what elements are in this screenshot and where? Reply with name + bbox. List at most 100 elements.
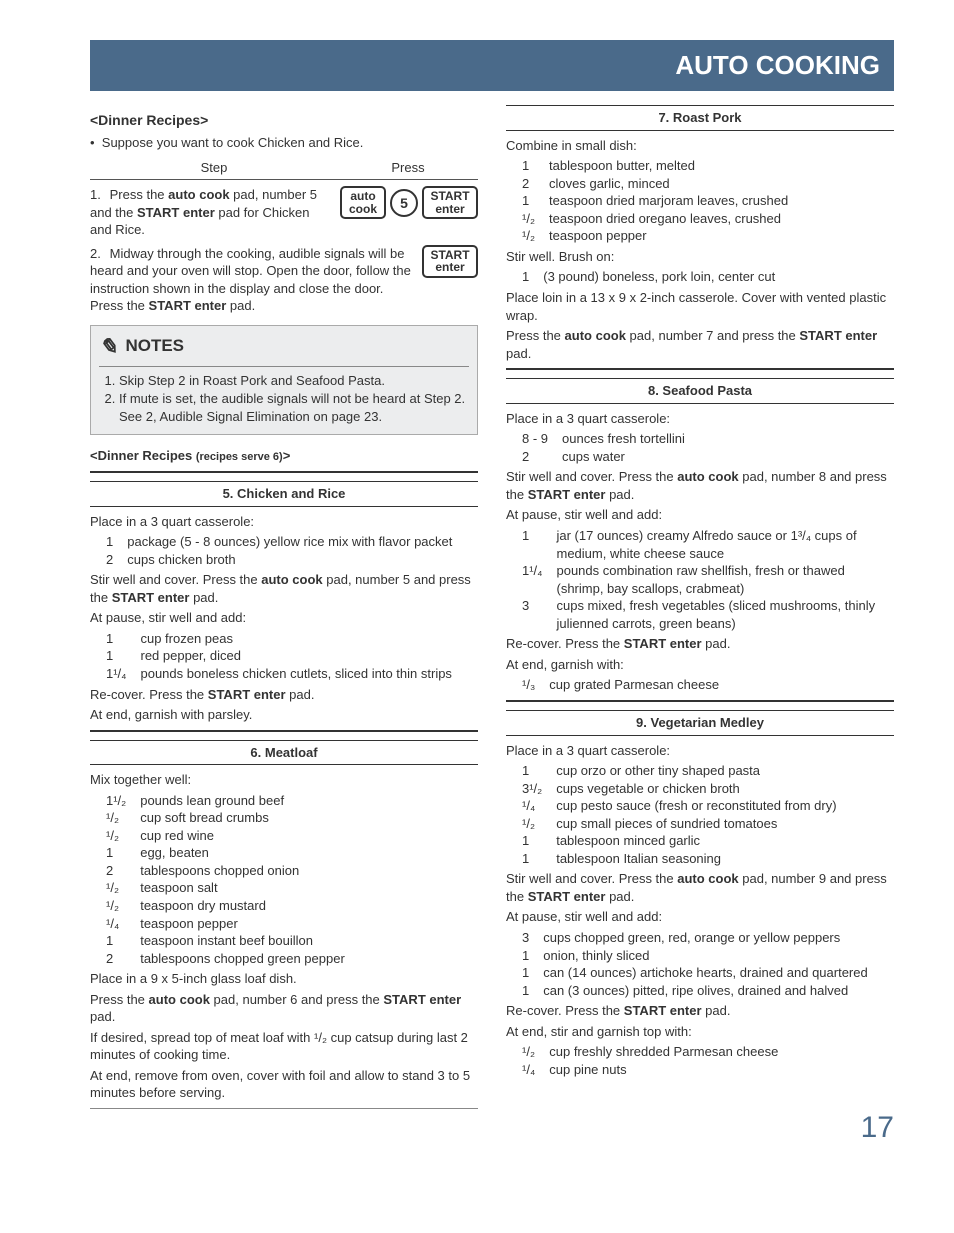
recipe-7-title: 7. Roast Pork <box>506 105 894 131</box>
ingredient-qty: ¹/₂ <box>106 809 140 827</box>
r9-ingredients-3: ¹/₂cup freshly shredded Parmesan cheese¹… <box>522 1043 778 1078</box>
r8-p5: At end, garnish with: <box>506 656 894 674</box>
ingredient-row: ¹/₂cup small pieces of sundried tomatoes <box>522 815 837 833</box>
ingredient-desc: cup orzo or other tiny shaped pasta <box>556 762 836 780</box>
ingredient-row: 1jar (17 ounces) creamy Alfredo sauce or… <box>522 527 894 562</box>
ingredient-row: ¹/₂teaspoon pepper <box>522 227 788 245</box>
ingredient-desc: egg, beaten <box>140 844 345 862</box>
ingredient-qty: 1 <box>522 268 543 286</box>
recipe-5-title: 5. Chicken and Rice <box>90 481 478 507</box>
ingredient-desc: pounds lean ground beef <box>140 792 345 810</box>
r6-p4: If desired, spread top of meat loaf with… <box>90 1029 478 1064</box>
ingredient-qty: 3 <box>522 929 543 947</box>
r5-ingredients: 1package (5 - 8 ounces) yellow rice mix … <box>106 533 452 568</box>
r9-ingredients-2: 3cups chopped green, red, orange or yell… <box>522 929 868 999</box>
r9-p3: At pause, stir well and add: <box>506 908 894 926</box>
r7-p1: Combine in small dish: <box>506 137 894 155</box>
r9-p2: Stir well and cover. Press the auto cook… <box>506 870 894 905</box>
ingredient-qty: 3 <box>522 597 556 632</box>
ingredient-row: 1cup orzo or other tiny shaped pasta <box>522 762 837 780</box>
step2-buttons: STARTenter <box>422 245 478 278</box>
ingredient-desc: cup small pieces of sundried tomatoes <box>556 815 836 833</box>
ingredient-row: 1cup frozen peas <box>106 630 452 648</box>
ingredient-qty: 1 <box>106 533 127 551</box>
r7-ingredients-2: 1(3 pound) boneless, pork loin, center c… <box>522 268 775 286</box>
recipe-8-title: 8. Seafood Pasta <box>506 378 894 404</box>
ingredient-qty: 1 <box>106 844 140 862</box>
ingredient-row: ¹/₄cup pine nuts <box>522 1061 778 1079</box>
ingredient-row: 1can (14 ounces) artichoke hearts, drain… <box>522 964 868 982</box>
ingredient-qty: 1 <box>522 982 543 1000</box>
ingredient-desc: tablespoons chopped green pepper <box>140 950 345 968</box>
divider <box>90 730 478 732</box>
col-press: Press <box>338 159 478 177</box>
r6-ingredients: 1¹/₂pounds lean ground beef¹/₂cup soft b… <box>106 792 345 967</box>
dinner-recipes-heading: <Dinner Recipes> <box>90 111 478 130</box>
ingredient-row: 3cups chopped green, red, orange or yell… <box>522 929 868 947</box>
ingredient-desc: ounces fresh tortellini <box>562 430 685 448</box>
ingredient-qty: 1¹/₂ <box>106 792 140 810</box>
ingredient-row: 2cloves garlic, minced <box>522 175 788 193</box>
ingredient-desc: cups chopped green, red, orange or yello… <box>543 929 867 947</box>
r9-p4: Re-cover. Press the START enter pad. <box>506 1002 894 1020</box>
ingredient-desc: cup pine nuts <box>549 1061 778 1079</box>
divider <box>90 1108 478 1109</box>
r8-p2: Stir well and cover. Press the auto cook… <box>506 468 894 503</box>
divider <box>506 368 894 370</box>
ingredient-row: 1¹/₂pounds lean ground beef <box>106 792 345 810</box>
step2-bold-a: START enter <box>149 298 227 313</box>
ingredient-desc: cups mixed, fresh vegetables (sliced mus… <box>556 597 894 632</box>
ingredient-desc: package (5 - 8 ounces) yellow rice mix w… <box>127 533 452 551</box>
left-column: <Dinner Recipes> • Suppose you want to c… <box>90 105 478 1149</box>
ingredient-qty: ¹/₄ <box>522 1061 549 1079</box>
r8-ingredients-3: ¹/₃cup grated Parmesan cheese <box>522 676 719 694</box>
ingredient-qty: 1¹/₄ <box>106 665 140 683</box>
ingredient-qty: ¹/₂ <box>106 897 140 915</box>
divider <box>506 700 894 702</box>
notes-title-row: ✎ NOTES <box>99 332 469 367</box>
ingredient-row: ¹/₂cup red wine <box>106 827 345 845</box>
r5-p5: At end, garnish with parsley. <box>90 706 478 724</box>
ingredient-row: ¹/₂teaspoon salt <box>106 879 345 897</box>
ingredient-desc: teaspoon pepper <box>549 227 788 245</box>
ingredient-desc: cup frozen peas <box>140 630 451 648</box>
recipe-6-title: 6. Meatloaf <box>90 740 478 766</box>
ingredient-qty: ¹/₃ <box>522 676 549 694</box>
ingredient-desc: can (14 ounces) artichoke hearts, draine… <box>543 964 867 982</box>
ingredient-row: ¹/₂teaspoon dried oregano leaves, crushe… <box>522 210 788 228</box>
ingredient-qty: ¹/₂ <box>522 227 549 245</box>
ingredient-desc: tablespoon butter, melted <box>549 157 788 175</box>
ingredient-row: ¹/₂teaspoon dry mustard <box>106 897 345 915</box>
ingredient-row: 2tablespoons chopped green pepper <box>106 950 345 968</box>
ingredient-desc: can (3 ounces) pitted, ripe olives, drai… <box>543 982 867 1000</box>
ingredient-row: 1tablespoon Italian seasoning <box>522 850 837 868</box>
ingredient-desc: red pepper, diced <box>140 647 451 665</box>
ingredient-desc: cups vegetable or chicken broth <box>556 780 836 798</box>
ingredient-row: 1egg, beaten <box>106 844 345 862</box>
dr-serve-a: <Dinner Recipes <box>90 448 196 463</box>
ingredient-qty: 2 <box>522 175 549 193</box>
ingredient-row: 1onion, thinly sliced <box>522 947 868 965</box>
ingredient-qty: 1 <box>522 192 549 210</box>
ingredient-desc: tablespoons chopped onion <box>140 862 345 880</box>
ingredient-desc: cup freshly shredded Parmesan cheese <box>549 1043 778 1061</box>
ingredient-row: ¹/₂cup soft bread crumbs <box>106 809 345 827</box>
ingredient-row: 1can (3 ounces) pitted, ripe olives, dra… <box>522 982 868 1000</box>
r6-p5: At end, remove from oven, cover with foi… <box>90 1067 478 1102</box>
r8-p3: At pause, stir well and add: <box>506 506 894 524</box>
r7-p3: Place loin in a 13 x 9 x 2-inch casserol… <box>506 289 894 324</box>
ingredient-desc: tablespoon Italian seasoning <box>556 850 836 868</box>
ingredient-desc: jar (17 ounces) creamy Alfredo sauce or … <box>556 527 894 562</box>
r5-ingredients-2: 1cup frozen peas1red pepper, diced1¹/₄po… <box>106 630 452 683</box>
col-step: Step <box>90 159 338 177</box>
step1-bold-b: START enter <box>137 205 215 220</box>
two-column-layout: <Dinner Recipes> • Suppose you want to c… <box>90 105 894 1149</box>
ingredient-row: ¹/₄teaspoon pepper <box>106 915 345 933</box>
r9-p5: At end, stir and garnish top with: <box>506 1023 894 1041</box>
ingredient-row: 1package (5 - 8 ounces) yellow rice mix … <box>106 533 452 551</box>
ingredient-desc: pounds boneless chicken cutlets, sliced … <box>140 665 451 683</box>
ingredient-desc: (3 pound) boneless, pork loin, center cu… <box>543 268 775 286</box>
dinner-recipes-serve6: <Dinner Recipes (recipes serve 6)> <box>90 447 478 465</box>
dr-serve-c: > <box>283 448 291 463</box>
ingredient-row: 1teaspoon dried marjoram leaves, crushed <box>522 192 788 210</box>
